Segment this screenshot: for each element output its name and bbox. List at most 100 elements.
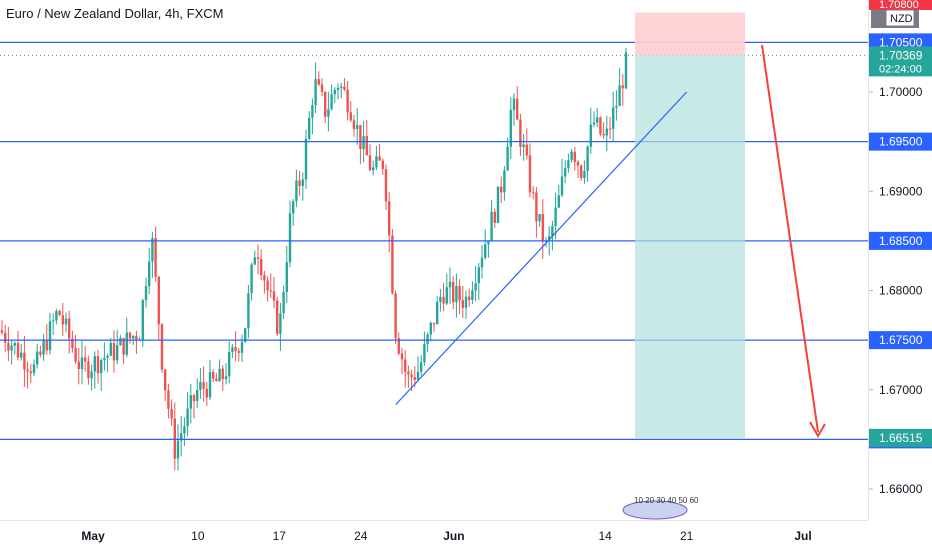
candle-body	[269, 290, 272, 292]
candle-body	[183, 426, 186, 434]
candle-body	[119, 338, 122, 346]
candle-body	[615, 105, 618, 108]
candle-body	[71, 338, 74, 348]
candle-body	[327, 109, 330, 117]
candle-body	[295, 180, 298, 202]
candle-body	[282, 292, 285, 314]
candle-body	[180, 433, 183, 441]
candle-body	[64, 318, 68, 325]
time-axis[interactable]: May 10 17 24 Jun 14 21 Jul	[0, 520, 868, 551]
time-tick-label: 17	[273, 529, 287, 543]
candle-body	[336, 87, 340, 90]
candle-body	[359, 125, 362, 149]
candle-body	[500, 186, 503, 193]
candle-body	[205, 388, 208, 398]
candle-body	[157, 276, 160, 325]
candle-body	[215, 378, 218, 382]
level-label-text: 1.68500	[879, 234, 923, 248]
candle-body	[122, 338, 125, 355]
candle-body	[557, 195, 560, 208]
candle-body	[20, 352, 23, 358]
candle-body	[16, 342, 20, 358]
candle-body	[564, 168, 567, 177]
stop-label	[869, 0, 932, 10]
time-tick-label: May	[81, 529, 105, 543]
price-tick-label: 1.70000	[879, 85, 923, 99]
candle-body	[42, 340, 45, 355]
candle-body	[212, 371, 215, 379]
candle-body	[426, 334, 429, 345]
candle-body	[573, 151, 576, 162]
candle-body	[528, 155, 532, 193]
candle-body	[512, 98, 516, 110]
volume-profile-label: 10 20 30 40 50 60	[634, 496, 699, 505]
candle-body	[487, 241, 490, 245]
candle-body	[404, 359, 407, 372]
candle-body	[493, 211, 496, 223]
candle-body	[407, 371, 410, 375]
candle-body	[429, 322, 432, 335]
candle-body	[519, 119, 522, 148]
candle-body	[240, 341, 244, 353]
candle-body	[237, 351, 240, 353]
candle-body	[432, 322, 436, 325]
candle-body	[247, 293, 250, 329]
candle-body	[384, 169, 388, 202]
candle-body	[4, 332, 7, 343]
candle-body	[436, 301, 439, 325]
candle-body	[324, 91, 327, 117]
candle-body	[362, 136, 365, 149]
countdown-text: 02:24:00	[879, 63, 922, 75]
candle-body	[522, 144, 525, 148]
candle-body	[68, 318, 71, 339]
time-tick-label: 10	[191, 529, 205, 543]
candle-body	[445, 287, 448, 304]
target-label-text: 1.66515	[879, 431, 923, 445]
candle-body	[48, 321, 52, 351]
candle-body	[538, 214, 541, 222]
candle-body	[388, 201, 391, 236]
candle-body	[442, 296, 445, 304]
price-axis[interactable]: 1.70000 1.69000 1.68000 1.67000 1.66000 1.705…	[868, 0, 932, 520]
candle-body	[116, 345, 119, 361]
candle-body	[621, 85, 624, 89]
trendline	[395, 91, 688, 406]
candle-body	[580, 165, 583, 178]
candle-body	[301, 179, 304, 186]
candle-body	[192, 395, 196, 402]
time-tick-label: Jul	[794, 529, 811, 543]
candle-body	[468, 296, 471, 300]
currency-badge-text: NZD	[890, 13, 913, 25]
candle-body	[400, 353, 404, 360]
candle-body	[276, 300, 279, 334]
candle-body	[39, 351, 42, 355]
current-price-label	[869, 46, 932, 77]
candle-body	[378, 156, 381, 161]
candle-body	[176, 440, 180, 459]
candle-body	[349, 112, 352, 121]
candle-body	[439, 296, 442, 302]
candle-body	[420, 362, 423, 372]
forecast-arrow	[761, 44, 819, 433]
candles	[0, 47, 628, 471]
level-label	[869, 231, 932, 250]
candle-body	[365, 136, 368, 156]
candle-body	[416, 371, 420, 380]
candle-body	[602, 133, 605, 136]
level-label	[869, 132, 932, 151]
candle-body	[368, 155, 372, 171]
candle-body	[0, 330, 4, 333]
time-tick-label: 21	[680, 529, 694, 543]
candle-body	[516, 98, 519, 120]
candle-body	[381, 160, 384, 170]
candle-body	[186, 408, 189, 427]
candle-body	[285, 262, 288, 293]
candle-body	[560, 176, 564, 196]
candle-body	[455, 286, 458, 303]
candle-body	[570, 151, 573, 161]
candle-body	[471, 290, 474, 300]
candle-body	[535, 192, 538, 222]
candle-body	[112, 342, 116, 361]
candle-body	[266, 280, 269, 291]
